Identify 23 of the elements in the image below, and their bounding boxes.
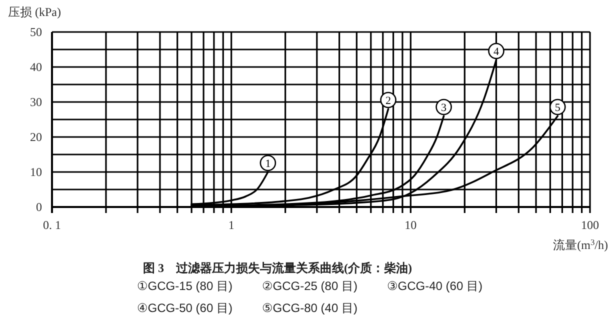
text: ③GCG-40 (60 目)	[387, 279, 482, 293]
x-tick-label: 100	[581, 218, 599, 232]
text: ①GCG-15 (80 目)	[137, 279, 232, 293]
x-axis-title: 流量(m$^{3}$/h)	[553, 238, 608, 252]
text: ④GCG-50 (60 目)	[137, 301, 232, 315]
y-tick-label: 50	[30, 25, 42, 39]
text: ②GCG-25 (80 目)	[262, 279, 358, 293]
series-label: 4	[493, 46, 500, 58]
x-tick-label: 0. 1	[43, 218, 61, 232]
y-tick-label: 30	[30, 95, 42, 109]
y-tick-label: 10	[30, 165, 42, 179]
series-label: 1	[265, 158, 271, 170]
text: 图 3 过滤器压力损失与流量关系曲线(介质：柴油)	[143, 261, 412, 275]
y-tick-label: 20	[30, 130, 42, 144]
y-tick-label: 0	[36, 200, 42, 214]
x-tick-label: 1	[228, 218, 234, 232]
series-label: 2	[386, 95, 392, 107]
series-label: 3	[441, 102, 448, 114]
text: ⑤GCG-80 (40 目)	[262, 301, 358, 315]
y-tick-label: 40	[30, 60, 42, 74]
y-axis-title: 压损 (kPa)	[8, 5, 61, 19]
x-tick-label: 10	[404, 218, 417, 232]
series-label: 5	[554, 102, 561, 114]
